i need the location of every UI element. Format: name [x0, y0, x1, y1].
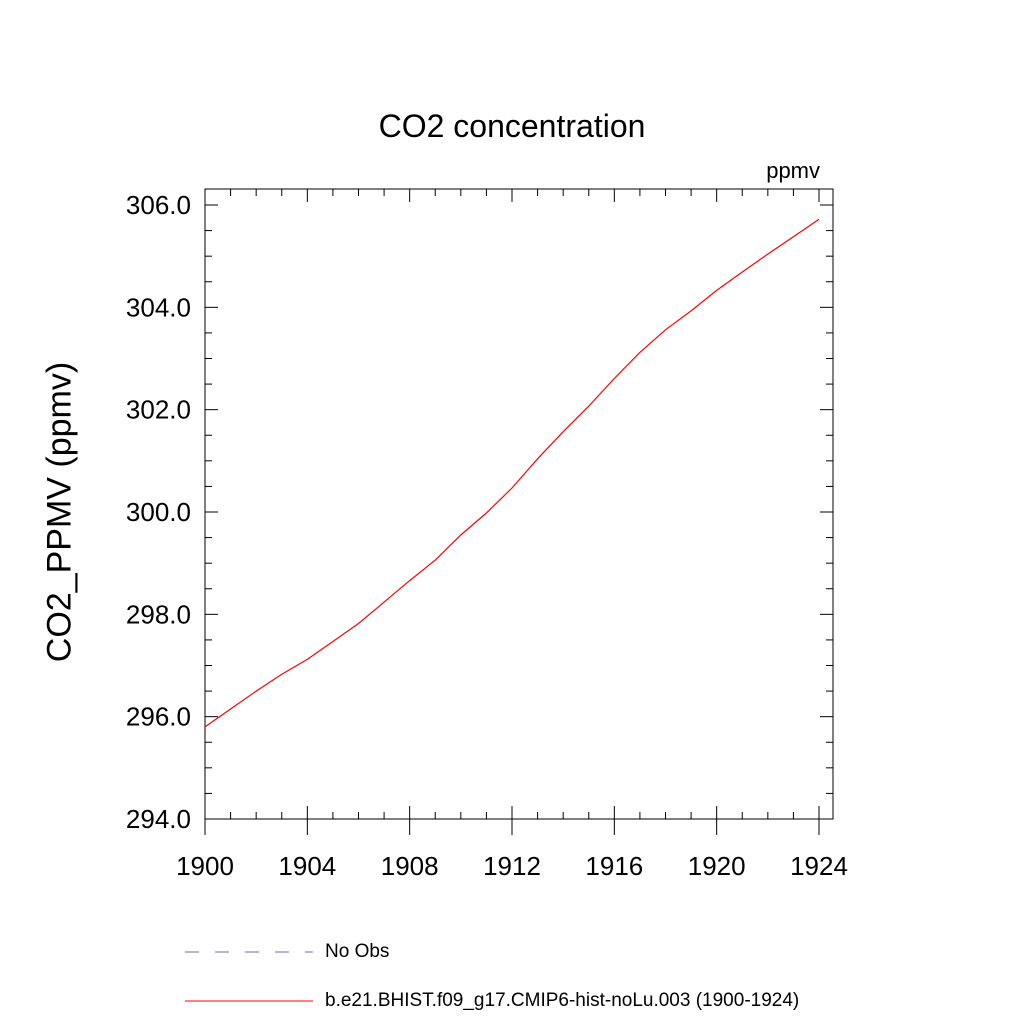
x-tick-label: 1920 — [688, 851, 746, 881]
legend-lines — [185, 951, 313, 1002]
x-tick-label: 1924 — [790, 851, 848, 881]
legend-entry-no-obs: No Obs — [325, 941, 390, 962]
y-axis-label: CO2_PPMV (ppmv) — [40, 361, 79, 663]
y-tick-label: 304.0 — [126, 292, 191, 322]
y-tick-label: 302.0 — [126, 395, 191, 425]
x-tick-label: 1900 — [176, 851, 234, 881]
y-tick-label: 296.0 — [126, 702, 191, 732]
series-lines — [204, 218, 820, 728]
y-axis-ticks: 294.0 296.0 298.0 300.0 302.0 304.0 306.0 — [126, 190, 833, 834]
chart-title: CO2 concentration — [378, 108, 646, 144]
plot-frame — [204, 188, 834, 820]
series-line-1 — [204, 218, 820, 728]
x-tick-label: 1916 — [585, 851, 643, 881]
plot-border — [204, 188, 834, 820]
x-tick-label: 1908 — [381, 851, 439, 881]
x-axis-ticks: 1900 1904 1908 1912 1916 1920 1924 — [176, 189, 848, 881]
units-label: ppmv — [766, 158, 820, 183]
y-tick-label: 294.0 — [126, 804, 191, 834]
y-tick-label: 306.0 — [126, 190, 191, 220]
y-tick-label: 298.0 — [126, 599, 191, 629]
y-tick-label: 300.0 — [126, 497, 191, 527]
x-tick-label: 1904 — [278, 851, 336, 881]
x-tick-label: 1912 — [483, 851, 541, 881]
legend-entry-model-run: b.e21.BHIST.f09_g17.CMIP6-hist-noLu.003 … — [325, 990, 800, 1011]
